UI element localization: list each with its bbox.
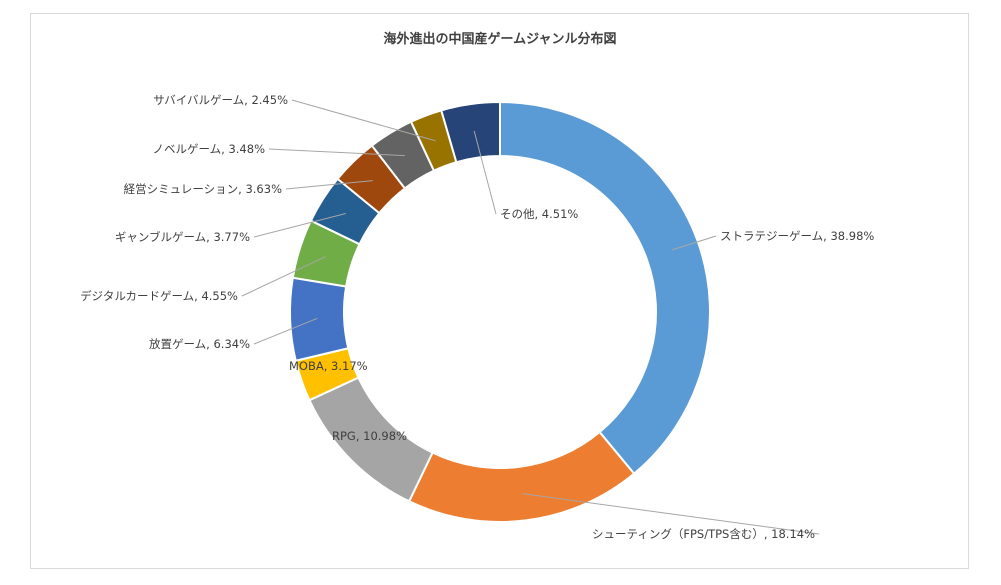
data-label-7: 経営シミュレーション, 3.63% (124, 182, 282, 196)
leader-line-9 (291, 99, 436, 142)
slice-0 (499, 100, 711, 476)
leader-lines-group (241, 99, 820, 535)
leader-line-1 (522, 493, 820, 535)
leader-line-0 (671, 235, 717, 251)
data-label-8: ノベルゲーム, 3.48% (153, 142, 266, 156)
slice-1 (407, 430, 636, 523)
leader-line-8 (268, 148, 405, 157)
data-label-4: 放置ゲーム, 6.34% (149, 337, 250, 351)
data-label-2: RPG, 10.98% (332, 429, 407, 443)
data-label-10: その他, 4.51% (500, 207, 578, 221)
slice-10 (440, 100, 501, 164)
data-label-3: MOBA, 3.17% (289, 359, 368, 373)
data-label-1: シューティング（FPS/TPS含む）, 18.14% (592, 527, 815, 541)
leader-line-7 (285, 180, 373, 190)
slice-4 (289, 276, 350, 362)
leader-line-6 (253, 213, 346, 238)
data-label-5: デジタルカードゲーム, 4.55% (80, 289, 238, 303)
leader-line-4 (253, 317, 318, 345)
chart-title: 海外進出の中国産ゲームジャンル分布図 (384, 31, 617, 47)
leader-line-5 (241, 256, 326, 297)
leader-line-10 (473, 130, 497, 215)
data-label-0: ストラテジーゲーム, 38.98% (720, 229, 874, 243)
slices-group (289, 100, 711, 523)
data-label-9: サバイバルゲーム, 2.45% (153, 93, 288, 107)
data-label-6: ギャンブルゲーム, 3.77% (115, 230, 250, 244)
labels-group: ストラテジーゲーム, 38.98% シューティング（FPS/TPS含む）, 18.… (80, 93, 874, 541)
